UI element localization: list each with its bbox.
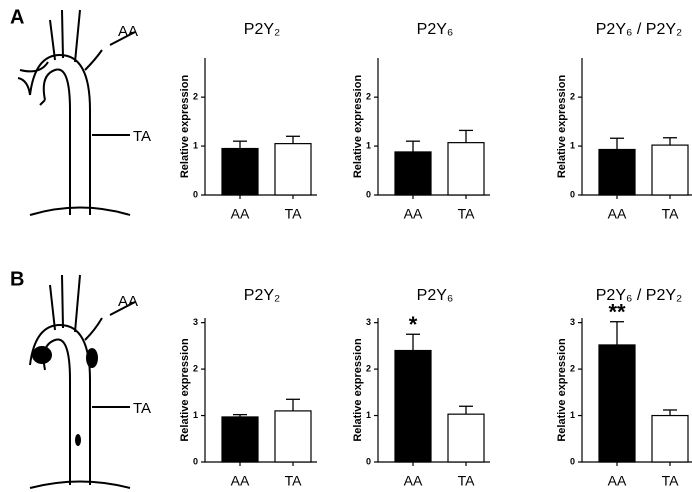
- x-tick-label: AA: [231, 473, 250, 489]
- bar: [598, 148, 636, 196]
- y-tick-label: 1: [366, 410, 371, 420]
- y-axis-label: Relative expression: [556, 75, 568, 179]
- bar: [274, 410, 312, 463]
- chart-title: P2Y₆: [417, 287, 454, 304]
- bar: [394, 151, 432, 196]
- diagram-label: TA: [133, 128, 151, 145]
- y-tick-label: 3: [193, 317, 198, 327]
- y-tick-label: 2: [366, 363, 371, 373]
- y-tick-label: 1: [570, 410, 575, 420]
- bar: [394, 349, 432, 463]
- y-tick-label: 0: [193, 456, 198, 466]
- panel-label: B: [10, 268, 24, 290]
- y-tick-label: 3: [366, 317, 371, 327]
- significance-label: *: [409, 312, 418, 337]
- diagram-label: AA: [118, 23, 138, 40]
- x-tick-label: AA: [404, 206, 423, 222]
- y-axis-label: Relative expression: [352, 75, 364, 179]
- bar: [221, 147, 259, 196]
- x-tick-label: AA: [608, 206, 627, 222]
- y-tick-label: 0: [366, 456, 371, 466]
- x-tick-label: TA: [285, 473, 303, 489]
- diagram-label: TA: [133, 400, 151, 417]
- y-tick-label: 3: [570, 317, 575, 327]
- diagram-label: AA: [118, 293, 138, 310]
- chart-title: P2Y₆ / P2Y₂: [596, 21, 682, 38]
- x-tick-label: AA: [231, 206, 250, 222]
- bar: [221, 416, 259, 463]
- y-tick-label: 2: [193, 92, 198, 102]
- y-tick-label: 0: [570, 189, 575, 199]
- x-tick-label: TA: [458, 206, 476, 222]
- y-tick-label: 1: [366, 140, 371, 150]
- bar: [447, 142, 485, 196]
- y-tick-label: 2: [366, 92, 371, 102]
- y-tick-label: 0: [570, 456, 575, 466]
- chart-title: P2Y₆ / P2Y₂: [596, 287, 682, 304]
- y-axis-label: Relative expression: [179, 75, 191, 179]
- y-tick-label: 1: [570, 140, 575, 150]
- y-tick-label: 1: [193, 140, 198, 150]
- panel-label: A: [10, 6, 24, 28]
- x-tick-label: TA: [662, 473, 680, 489]
- bar: [447, 413, 485, 463]
- x-tick-label: TA: [285, 206, 303, 222]
- y-tick-label: 2: [570, 92, 575, 102]
- chart-title: P2Y₂: [244, 287, 280, 304]
- chart-title: P2Y₆: [417, 21, 454, 38]
- y-tick-label: 1: [193, 410, 198, 420]
- bar: [274, 143, 312, 196]
- y-tick-label: 0: [366, 189, 371, 199]
- aorta-drawing: [17, 9, 136, 216]
- y-tick-label: 2: [193, 363, 198, 373]
- chart-title: P2Y₂: [244, 21, 280, 38]
- y-axis-label: Relative expression: [352, 338, 364, 442]
- bar: [651, 414, 689, 463]
- y-axis-label: Relative expression: [179, 338, 191, 442]
- x-tick-label: AA: [404, 473, 423, 489]
- y-tick-label: 2: [570, 363, 575, 373]
- bar: [598, 344, 636, 463]
- significance-label: **: [608, 300, 626, 325]
- bar: [651, 144, 689, 196]
- x-tick-label: TA: [662, 206, 680, 222]
- y-tick-label: 0: [193, 189, 198, 199]
- x-tick-label: TA: [458, 473, 476, 489]
- y-axis-label: Relative expression: [556, 338, 568, 442]
- aorta-drawing: [29, 274, 136, 489]
- x-tick-label: AA: [608, 473, 627, 489]
